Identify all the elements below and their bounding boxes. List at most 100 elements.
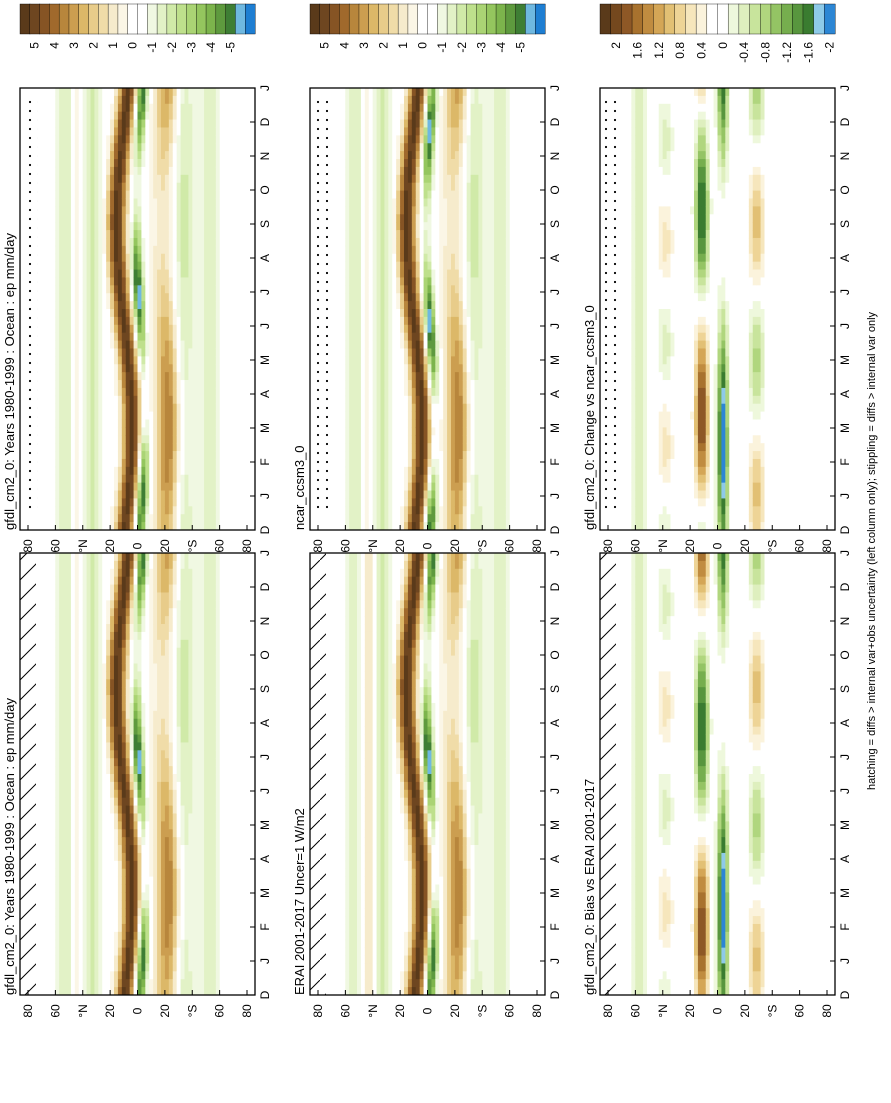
heatmap-cell: [215, 600, 221, 609]
heatmap-cell: [102, 695, 107, 704]
heatmap-cell: [114, 261, 119, 270]
heatmap-cell: [153, 852, 158, 862]
heatmap-cell: [82, 356, 87, 365]
heatmap-cell: [39, 860, 44, 870]
heatmap-cell: [86, 364, 91, 373]
heatmap-cell: [114, 750, 119, 759]
heatmap-cell: [121, 190, 127, 199]
heatmap-cell: [137, 631, 142, 641]
heatmap-cell: [98, 900, 103, 909]
heatmap-cell: [149, 734, 154, 743]
heatmap-cell: [86, 159, 91, 168]
heatmap-cell: [141, 742, 146, 751]
heatmap-cell: [215, 947, 221, 956]
heatmap-cell: [149, 584, 154, 593]
heatmap-cell: [43, 766, 48, 775]
heatmap-cell: [121, 805, 127, 814]
heatmap-cell: [106, 939, 111, 949]
heatmap-cell: [125, 884, 131, 893]
heatmap-cell: [208, 971, 213, 980]
heatmap-cell: [47, 127, 52, 136]
heatmap-cell: [35, 718, 40, 728]
heatmap-cell: [215, 971, 221, 980]
heatmap-cell: [168, 631, 174, 641]
heatmap-cell: [125, 813, 131, 822]
heatmap-cell: [161, 592, 166, 601]
heatmap-cell: [51, 860, 56, 870]
heatmap-cell: [172, 702, 178, 712]
heatmap-cell: [164, 821, 170, 830]
heatmap-cell: [51, 427, 56, 436]
heatmap-cell: [70, 908, 76, 917]
heatmap-cell: [70, 443, 76, 452]
heatmap-cell: [70, 419, 76, 428]
heatmap-cell: [90, 159, 95, 168]
heatmap-cell: [43, 111, 48, 120]
heatmap-cell: [55, 687, 60, 696]
heatmap-cell: [59, 474, 64, 484]
heatmap-cell: [208, 979, 213, 988]
heatmap-cell: [192, 679, 197, 688]
heatmap-cell: [231, 979, 236, 988]
heatmap-cell: [43, 490, 48, 499]
heatmap-cell: [164, 868, 170, 877]
heatmap-cell: [39, 490, 44, 499]
heatmap-cell: [227, 576, 232, 585]
heatmap-cell: [161, 608, 166, 617]
heatmap-cell: [161, 710, 166, 720]
heatmap-cell: [145, 892, 150, 901]
heatmap-cell: [51, 931, 56, 941]
heatmap-cell: [211, 766, 217, 775]
heatmap-cell: [168, 860, 174, 870]
heatmap-cell: [211, 750, 217, 759]
heatmap-cell: [102, 103, 107, 113]
heatmap-cell: [117, 663, 123, 672]
heatmap-cell: [117, 482, 123, 491]
heatmap-cell: [106, 482, 111, 491]
heatmap-cell: [125, 443, 131, 452]
heatmap-cell: [125, 316, 131, 326]
heatmap-cell: [86, 931, 91, 941]
heatmap-cell: [157, 916, 162, 925]
heatmap-cell: [161, 837, 166, 846]
heatmap-cell: [51, 600, 56, 609]
heatmap-cell: [137, 647, 142, 656]
heatmap-cell: [121, 971, 127, 980]
heatmap-cell: [204, 631, 209, 641]
heatmap-cell: [67, 884, 72, 893]
heatmap-cell: [192, 584, 197, 593]
heatmap-cell: [243, 553, 248, 562]
heatmap-cell: [114, 702, 119, 712]
heatmap-cell: [90, 190, 95, 199]
heatmap-cell: [204, 710, 209, 720]
heatmap-cell: [106, 111, 111, 120]
heatmap-cell: [67, 174, 72, 184]
heatmap-cell: [78, 143, 84, 152]
heatmap-cell: [204, 592, 209, 601]
heatmap-cell: [51, 111, 56, 120]
heatmap-cell: [102, 237, 107, 247]
heatmap-cell: [231, 860, 236, 870]
heatmap-cell: [98, 222, 103, 231]
heatmap-cell: [243, 837, 248, 846]
heatmap-cell: [51, 923, 56, 933]
heatmap-cell: [20, 261, 25, 270]
heatmap-cell: [164, 916, 170, 925]
heatmap-cell: [35, 750, 40, 759]
heatmap-cell: [63, 702, 68, 712]
heatmap-cell: [106, 506, 111, 515]
heatmap-cell: [117, 560, 123, 570]
heatmap-cell: [94, 821, 99, 830]
heatmap-cell: [78, 608, 84, 617]
heatmap-cell: [74, 813, 80, 822]
heatmap-cell: [63, 111, 68, 120]
heatmap-cell: [121, 340, 127, 349]
heatmap-cell: [149, 624, 154, 633]
heatmap-cell: [70, 987, 76, 996]
heatmap-cell: [110, 805, 115, 814]
heatmap-cell: [106, 671, 111, 680]
heatmap-cell: [153, 639, 158, 649]
heatmap-cell: [231, 655, 236, 664]
heatmap-cell: [78, 813, 84, 822]
heatmap-cell: [129, 663, 134, 672]
